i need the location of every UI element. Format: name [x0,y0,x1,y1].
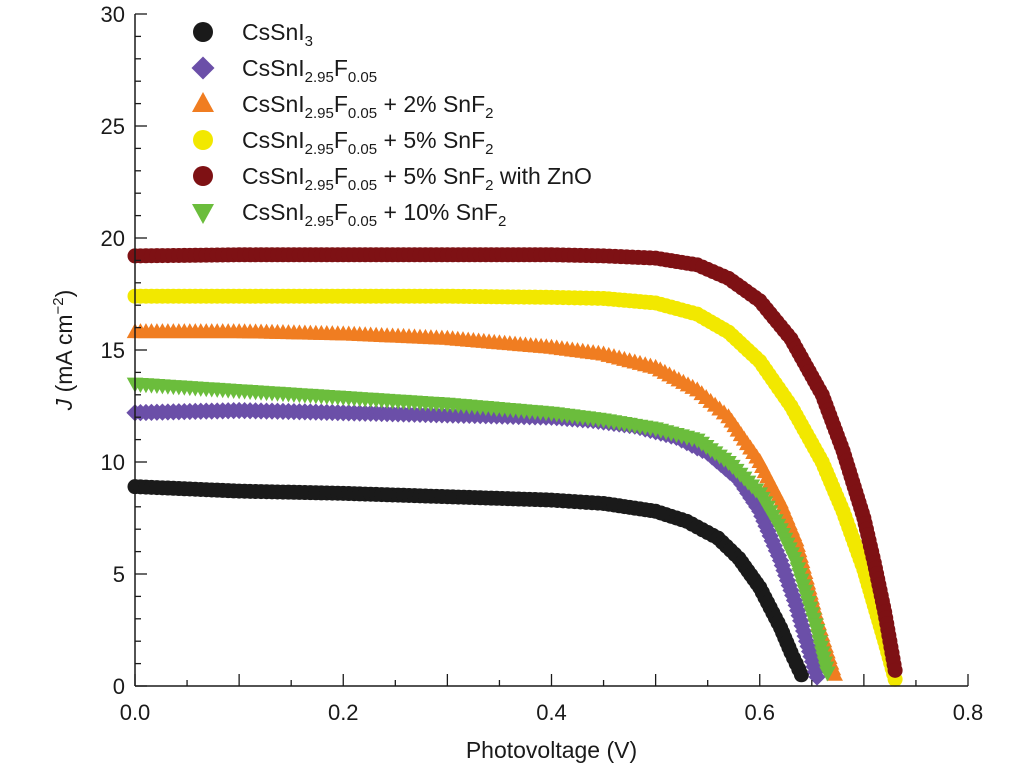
y-tick-label: 0 [113,674,125,699]
y-axis-title: J (mA cm−2) [50,290,77,412]
x-ticks: 0.0 0.2 0.4 0.6 0.8 [120,674,984,725]
legend: CsSnI3 CsSnI2.95F0.05 CsSnI2.95F0.05 + 2% … [191,19,592,230]
y-axis-title-symbol: J [51,398,77,411]
legend-item-snf2-10: CsSnI2.95F0.05 + 10% SnF2 [192,199,506,230]
x-tick-label: 0.6 [744,700,775,725]
series-cssni3 [127,479,809,683]
data-point-cssni3 [793,667,809,683]
y-tick-label: 20 [101,226,125,251]
legend-label: CsSnI2.95F0.05 + 2% SnF2 [242,91,493,122]
legend-marker [193,22,213,42]
x-axis-title: Photovoltage (V) [466,737,637,763]
legend-label: CsSnI2.95F0.05 + 10% SnF2 [242,199,506,230]
axes: 0 5 10 15 20 25 30 0.0 0.2 0.4 0.6 0.8 [101,2,984,725]
data-point-snf2-5-zno [887,662,903,678]
y-tick-label: 5 [113,562,125,587]
series-snf2-5-zno [127,247,903,678]
x-tick-label: 0.2 [328,700,359,725]
legend-item-f005: CsSnI2.95F0.05 [191,55,377,86]
legend-marker [191,56,215,80]
y-tick-label: 10 [101,450,125,475]
y-tick-label: 30 [101,2,125,27]
legend-marker [193,130,213,150]
series-snf2-5 [127,288,903,687]
data-point-snf2-2 [826,665,843,681]
y-tick-label: 15 [101,338,125,363]
x-tick-label: 0.4 [536,700,567,725]
legend-marker [192,92,214,112]
legend-item-snf2-2: CsSnI2.95F0.05 + 2% SnF2 [192,91,493,122]
y-axis-title-exponent: −2 [50,297,67,314]
y-tick-label: 25 [101,114,125,139]
legend-marker [192,204,214,224]
series-snf2-10 [126,377,836,682]
legend-item-cssni3: CsSnI3 [193,19,313,50]
y-axis-title-unit: (mA cm [51,314,77,398]
data-series-layer [126,247,903,687]
data-point-f005 [808,668,826,686]
legend-marker [193,166,213,186]
x-tick-label: 0.0 [120,700,151,725]
y-axis-title-close: ) [51,290,77,298]
legend-item-snf2-5: CsSnI2.95F0.05 + 5% SnF2 [193,127,493,158]
legend-label: CsSnI2.95F0.05 + 5% SnF2 [242,127,493,158]
series-snf2-2 [126,323,843,681]
y-ticks: 0 5 10 15 20 25 30 [101,2,147,699]
data-point-snf2-10 [819,666,836,682]
legend-label: CsSnI2.95F0.05 + 5% SnF2 with ZnO [242,163,592,194]
legend-label: CsSnI2.95F0.05 [242,55,377,86]
legend-item-snf2-5-zno: CsSnI2.95F0.05 + 5% SnF2 with ZnO [193,163,592,194]
x-tick-label: 0.8 [953,700,984,725]
legend-label: CsSnI3 [242,19,313,50]
